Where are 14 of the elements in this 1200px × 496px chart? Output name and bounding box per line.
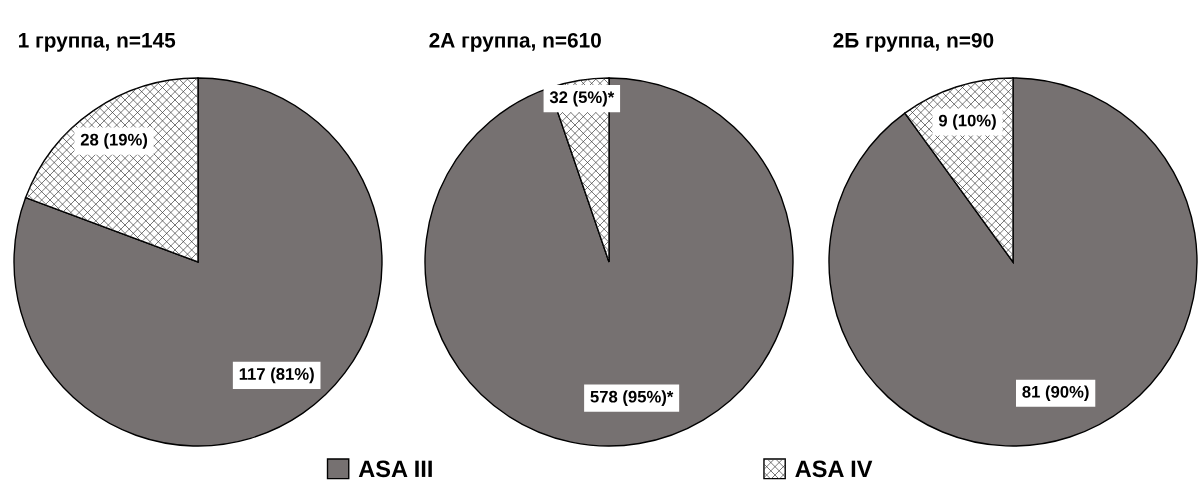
chart-title: 1 группа, n=145 bbox=[18, 33, 176, 52]
data-label: 32 (5%)* bbox=[549, 90, 615, 107]
data-label: 28 (19%) bbox=[80, 133, 148, 149]
pie-slice bbox=[13, 77, 383, 447]
pie-slice bbox=[424, 77, 794, 447]
legend-label: ASA III bbox=[358, 460, 432, 478]
data-label: 117 (81%) bbox=[239, 367, 314, 384]
data-label: 81 (90%) bbox=[1022, 385, 1089, 402]
data-label: 578 (95%)* bbox=[590, 390, 674, 406]
chart-title: 2А группа, n=610 bbox=[429, 32, 601, 52]
pie-slice bbox=[828, 77, 1198, 447]
data-label: 9 (10%) bbox=[938, 114, 996, 130]
chart-title: 2Б группа, n=90 bbox=[833, 32, 994, 52]
legend-label: ASA IV bbox=[795, 460, 873, 478]
